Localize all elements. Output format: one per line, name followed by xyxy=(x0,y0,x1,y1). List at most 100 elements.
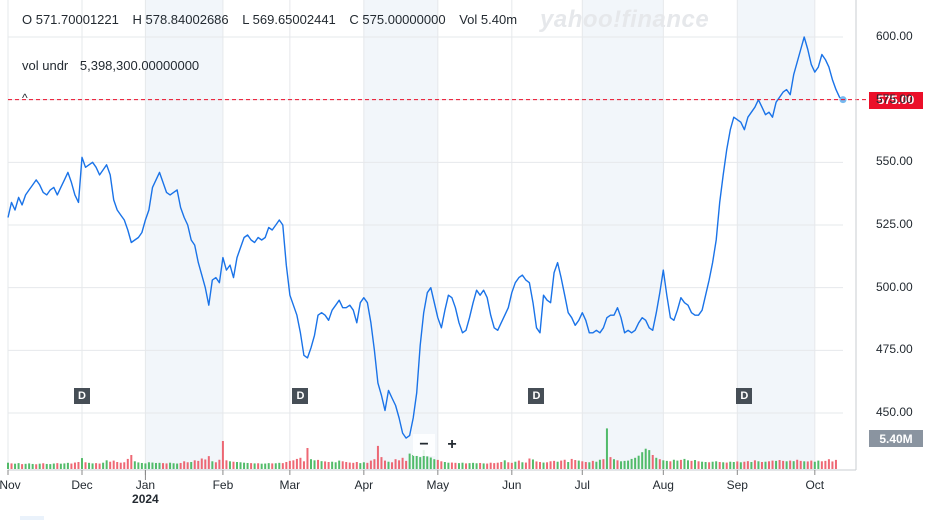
volume-bar xyxy=(66,462,69,469)
volume-bar xyxy=(257,463,260,469)
collapse-caret-icon[interactable]: ^ xyxy=(22,91,28,105)
zoom-in-button[interactable]: + xyxy=(441,434,463,456)
volume-bar xyxy=(500,462,503,469)
volume-bar xyxy=(426,456,429,469)
x-tick-label: Mar xyxy=(279,478,301,492)
volume-bar xyxy=(341,461,344,469)
volume-bar xyxy=(694,460,697,469)
close-value: C 575.00000000 xyxy=(349,12,446,27)
volume-bar xyxy=(70,463,73,469)
volume-bar xyxy=(380,457,383,469)
volume-bar xyxy=(792,461,795,469)
volume-bar xyxy=(669,461,672,469)
volume-bar xyxy=(535,461,538,469)
volume-bar xyxy=(228,461,231,469)
volume-bar xyxy=(331,461,334,469)
volume-bar xyxy=(648,450,651,469)
yahoo-finance-watermark: yahoo!finance xyxy=(540,6,710,33)
volume-bar xyxy=(369,460,372,469)
volume-bar xyxy=(373,459,376,469)
volume-bar xyxy=(144,463,147,469)
volume-bar xyxy=(588,462,591,469)
volume-bar xyxy=(91,463,94,469)
volume-bar xyxy=(243,462,246,469)
volume-bar xyxy=(827,459,830,469)
volume-bar xyxy=(810,460,813,469)
volume-bar xyxy=(577,460,580,469)
volume-value: Vol 5.40m xyxy=(459,12,518,27)
volume-bar xyxy=(313,460,316,469)
dividend-marker[interactable]: D xyxy=(736,388,753,404)
volume-bar xyxy=(662,460,665,469)
volume-bar xyxy=(186,462,189,469)
volume-bar xyxy=(306,448,309,469)
volume-bar xyxy=(824,460,827,469)
volume-bar xyxy=(785,461,788,469)
volume-bar xyxy=(782,460,785,469)
volume-bar xyxy=(169,462,172,469)
volume-bar xyxy=(190,462,193,469)
volume-bar xyxy=(722,462,725,469)
volume-bar xyxy=(211,461,214,469)
volume-bar xyxy=(521,462,524,469)
volume-indicator-value: 5,398,300.00000000 xyxy=(79,58,200,73)
shaded-month-0 xyxy=(145,0,223,470)
volume-bar xyxy=(736,461,739,469)
volume-bar xyxy=(546,462,549,469)
dividend-marker[interactable]: D xyxy=(73,388,90,404)
volume-bar xyxy=(591,460,594,469)
volume-bar xyxy=(302,461,305,469)
volume-bar xyxy=(95,463,98,469)
volume-bar xyxy=(542,462,545,469)
volume-bar xyxy=(176,463,179,469)
volume-bar xyxy=(292,460,295,469)
volume-bar xyxy=(817,460,820,469)
volume-bar xyxy=(472,462,475,469)
volume-bar xyxy=(239,462,242,469)
x-tick-label: Feb xyxy=(212,478,234,492)
volume-bar xyxy=(14,463,17,469)
x-tick-label: Apr xyxy=(354,478,374,492)
volume-bar xyxy=(524,462,527,469)
volume-bar xyxy=(317,459,320,469)
volume-bar xyxy=(482,463,485,469)
volume-bar xyxy=(299,457,302,469)
volume-bar xyxy=(59,463,62,469)
volume-bar xyxy=(605,428,608,469)
volume-bar xyxy=(549,461,552,469)
volume-bar xyxy=(563,459,566,469)
dividend-marker[interactable]: D xyxy=(292,388,309,404)
volume-bar xyxy=(158,462,161,469)
volume-bar xyxy=(820,461,823,469)
x-tick-label: Jul xyxy=(574,478,590,492)
volume-bar xyxy=(768,461,771,469)
ohlc-readout: O 571.70001221 H 578.84002686 L 569.6500… xyxy=(22,12,527,27)
volume-bar xyxy=(567,462,570,469)
y-tick-label: 600.00 xyxy=(876,29,913,43)
volume-bar xyxy=(200,458,203,469)
volume-bar xyxy=(574,460,577,469)
volume-bar xyxy=(665,460,668,469)
dividend-marker[interactable]: D xyxy=(528,388,545,404)
volume-bar xyxy=(264,463,267,469)
volume-bar xyxy=(486,463,489,469)
volume-bar xyxy=(383,460,386,469)
volume-bar xyxy=(394,459,397,469)
shaded-month-2 xyxy=(582,0,664,470)
volume-bar xyxy=(465,463,468,469)
volume-bar xyxy=(151,462,154,469)
volume-bar xyxy=(729,461,732,469)
volume-bar xyxy=(334,462,337,469)
last-volume-tag: 5.40M xyxy=(869,430,923,447)
scroll-indicator[interactable] xyxy=(20,516,44,520)
volume-bar xyxy=(433,459,436,469)
volume-bar xyxy=(137,462,140,469)
volume-bar xyxy=(447,462,450,469)
volume-bar xyxy=(556,461,559,469)
volume-bar xyxy=(697,461,700,469)
volume-bar xyxy=(130,455,133,469)
volume-bar xyxy=(623,460,626,469)
zoom-out-button[interactable]: − xyxy=(413,434,435,456)
volume-bar xyxy=(401,457,404,469)
